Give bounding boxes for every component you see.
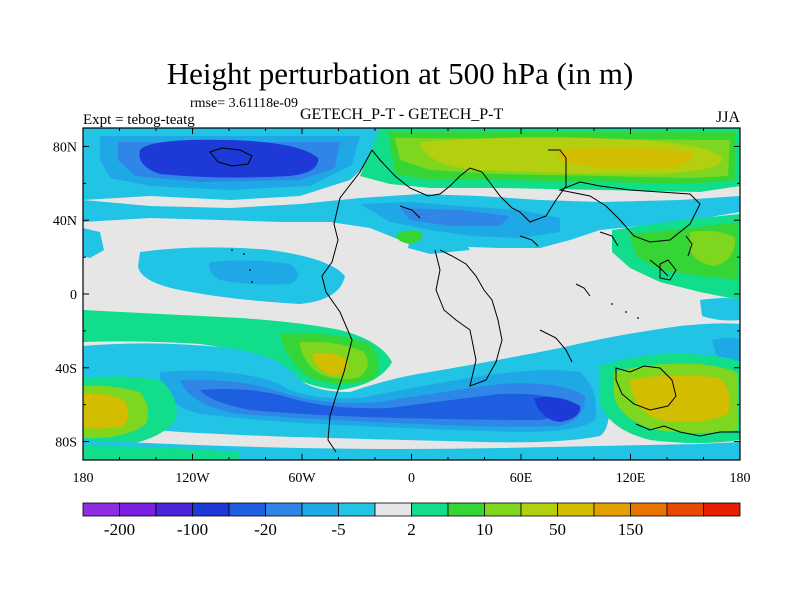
small-island-dots [231,249,639,319]
lon-tick-label: 180 [730,471,751,486]
island-dot [243,253,245,255]
antarctic-negative-strip [83,440,740,460]
colorbar-box [593,502,631,517]
southern-low-center [534,397,581,422]
arctic-low-center [139,139,319,178]
east-asia-positive-core [690,230,736,266]
colorbar-box [155,502,193,517]
lon-tick-label: 120W [175,471,210,486]
southern-ocean-positive-east-core [630,375,730,422]
lon-tick-label: 120E [616,471,646,486]
southern-negative-deep [200,389,570,420]
north-midlat-negative-core [400,208,510,226]
antarctica-coast [635,423,740,437]
colorbar-box [192,502,230,517]
lat-tick-label: 0 [70,288,77,303]
colorbar-box [557,502,595,517]
atlantic-positive-patch [396,230,423,244]
rmse-label: rmse= 3.61118e-09 [190,96,298,111]
colorbar-label: 150 [618,520,644,539]
australia-coast [615,365,677,411]
lat-tick-label: 80N [53,140,77,155]
colorbar-box [411,502,449,517]
colorbar-box [666,502,704,517]
colorbar-box [484,502,522,517]
colorbar-label: -100 [177,520,208,539]
colorbar-box [228,502,266,517]
colorbar-box [703,502,741,517]
island-dot [637,317,639,319]
north-islands [659,235,693,281]
colorbar-box [265,502,303,517]
lon-tick-label: 60W [288,471,316,486]
coastlines [209,147,740,453]
west-edge-negative-patch [83,228,104,258]
colorbar-label: 10 [476,520,493,539]
colorbar-box [374,502,412,517]
island-dot [249,269,251,271]
colorbar-box [301,502,339,517]
island-dot [611,303,613,305]
colorbar-box [520,502,558,517]
east-edge-negative-patch [700,298,740,321]
colorbar-box [630,502,668,517]
island-dot [625,311,627,313]
colorbar-label: 2 [407,520,416,539]
lon-tick-label: 0 [408,471,415,486]
lat-tick-label: 80S [55,436,77,451]
north-subtropic-negative-inner [209,260,298,285]
island-dot [251,281,253,283]
colorbar-box [447,502,485,517]
colorbar-label: -200 [104,520,135,539]
colorbar-label: -20 [254,520,277,539]
colorbar-label: 50 [549,520,566,539]
lat-tick-label: 40N [53,214,77,229]
colorbar-box [338,502,376,517]
island-dot [231,249,233,251]
contour-field [83,128,740,460]
longitude-axis: 180 120W 60W 0 60E 120E 180 [73,128,751,486]
lat-tick-label: 40S [55,362,77,377]
season-label: JJA [716,109,741,126]
arctic-high-center [557,147,693,169]
central-islands [519,235,591,297]
latitude-axis: 80N 40N 0 40S 80S [53,140,740,451]
plot-title: Height perturbation at 500 hPa (in m) [166,56,634,91]
lon-tick-label: 60E [510,471,533,486]
eurasia-coast [558,181,701,243]
lon-tick-label: 180 [73,471,94,486]
greenland-coast [209,147,253,167]
colorbar: -200 -100 -20 -5 2 10 50 150 [82,502,741,539]
southern-ocean-positive-west-core [83,393,128,429]
colorbar-label: -5 [331,520,345,539]
north-negative-patch [408,236,470,254]
south-subtropic-positive-core [312,352,349,376]
colorbar-box [119,502,157,517]
experiment-label: Expt = tebog-teatg [83,112,195,128]
plot-subtitle: GETECH_P-T - GETECH_P-T [300,106,504,123]
arctic-islands [399,205,669,363]
colorbar-box [82,502,120,517]
antarctic-positive-strip [83,446,240,460]
africa-coast [434,249,503,387]
